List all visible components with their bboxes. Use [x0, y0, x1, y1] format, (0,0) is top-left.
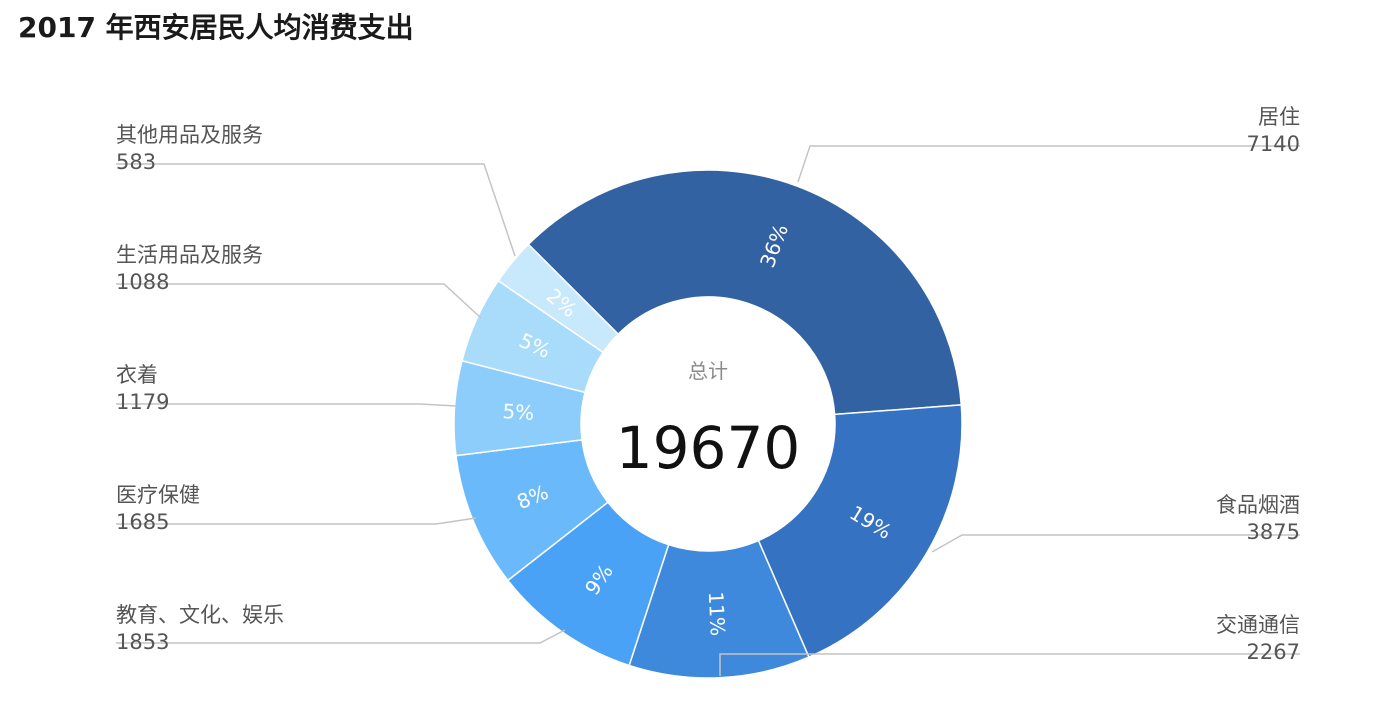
- slice-name-label: 衣着: [116, 363, 158, 387]
- leader-line: [798, 146, 1300, 182]
- slice-percent-label: 5%: [502, 399, 535, 425]
- slice-name-label: 交通通信: [1216, 613, 1300, 637]
- slice-value-label: 1853: [116, 630, 169, 654]
- slice-value-label: 583: [116, 150, 156, 174]
- slice-name-label: 其他用品及服务: [116, 123, 263, 147]
- slice-name-label: 居住: [1258, 105, 1300, 129]
- slice-value-label: 7140: [1247, 132, 1300, 156]
- slice-name-label: 生活用品及服务: [116, 243, 263, 267]
- leader-line: [116, 518, 476, 524]
- slice-name-label: 食品烟酒: [1216, 493, 1300, 517]
- leader-line: [932, 535, 1300, 552]
- slice-percent-label: 11%: [704, 591, 730, 637]
- leader-line: [116, 284, 481, 318]
- slice-value-label: 1179: [116, 390, 169, 414]
- slice-value-label: 1685: [116, 510, 169, 534]
- slice-name-label: 医疗保健: [116, 483, 200, 507]
- slice-value-label: 1088: [116, 270, 169, 294]
- center-label: 总计: [688, 359, 728, 383]
- slice-name-label: 教育、文化、娱乐: [116, 603, 284, 627]
- slice: [528, 170, 961, 414]
- center-total-value: 19670: [616, 414, 801, 482]
- leader-line: [116, 630, 565, 643]
- slice-value-label: 3875: [1247, 520, 1300, 544]
- slice-value-label: 2267: [1247, 640, 1300, 664]
